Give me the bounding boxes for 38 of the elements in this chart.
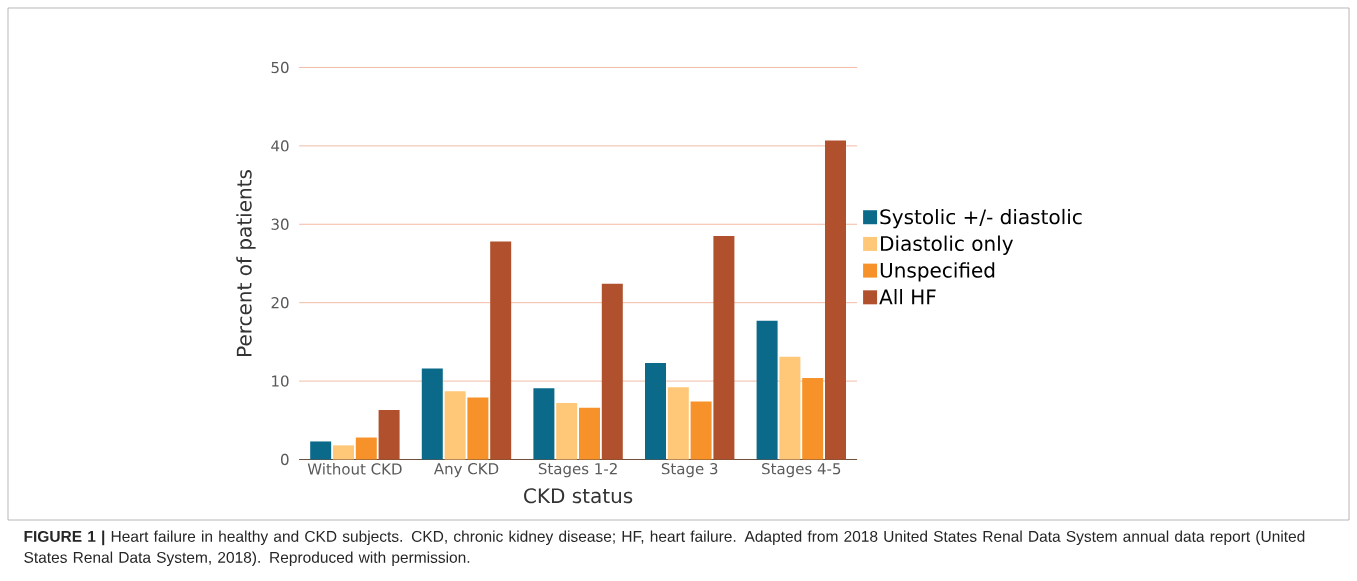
bar (533, 388, 555, 460)
y-tick-label: 0 (281, 453, 289, 466)
bar (667, 387, 689, 460)
x-tick-label: Stages 1-2 (538, 463, 617, 478)
x-tick-label: Stage 3 (661, 463, 718, 478)
y-tick-label: 40 (271, 140, 289, 152)
bar (645, 363, 666, 460)
y-tick-label: 20 (271, 297, 289, 309)
bar (756, 320, 778, 460)
bar (332, 445, 354, 460)
x-axis-title: CKD status (524, 488, 633, 504)
x-tick-label: Without CKD (307, 463, 402, 475)
text: FIGURE 1 | Heart failure in healthy and CKD subjects. CKD, chronic kidney disease; HF, heart failure. Adapted from 2018 United States Renal Data System annual data report (United States Renal Data System, 2018). Reproduced with permission. (24, 530, 1305, 566)
y-axis-title: Percent of patients (236, 170, 256, 356)
bar (713, 236, 735, 460)
legend-label: All HF (879, 288, 936, 305)
bar (825, 140, 846, 460)
bar (802, 377, 824, 460)
bar (355, 437, 377, 460)
legend-label: Unspecified (880, 262, 995, 282)
y-tick-label: 30 (271, 218, 289, 230)
y-tick-label: 10 (272, 375, 289, 387)
bar (378, 410, 400, 460)
bar (490, 241, 512, 460)
bar (467, 397, 489, 460)
bar (779, 356, 801, 460)
legend-label: Diastolic only (881, 235, 1013, 255)
bar (601, 283, 623, 460)
y-tick-label: 50 (271, 61, 289, 74)
bar (579, 407, 600, 460)
x-tick-label: Any CKD (433, 463, 499, 478)
bar (556, 403, 578, 460)
legend-label: Systolic +/- diastolic (880, 208, 1082, 229)
bar (690, 401, 712, 460)
bar (444, 391, 466, 460)
bar (421, 368, 443, 460)
bar (310, 441, 332, 460)
x-tick-label: Stages 4-5 (762, 463, 841, 478)
